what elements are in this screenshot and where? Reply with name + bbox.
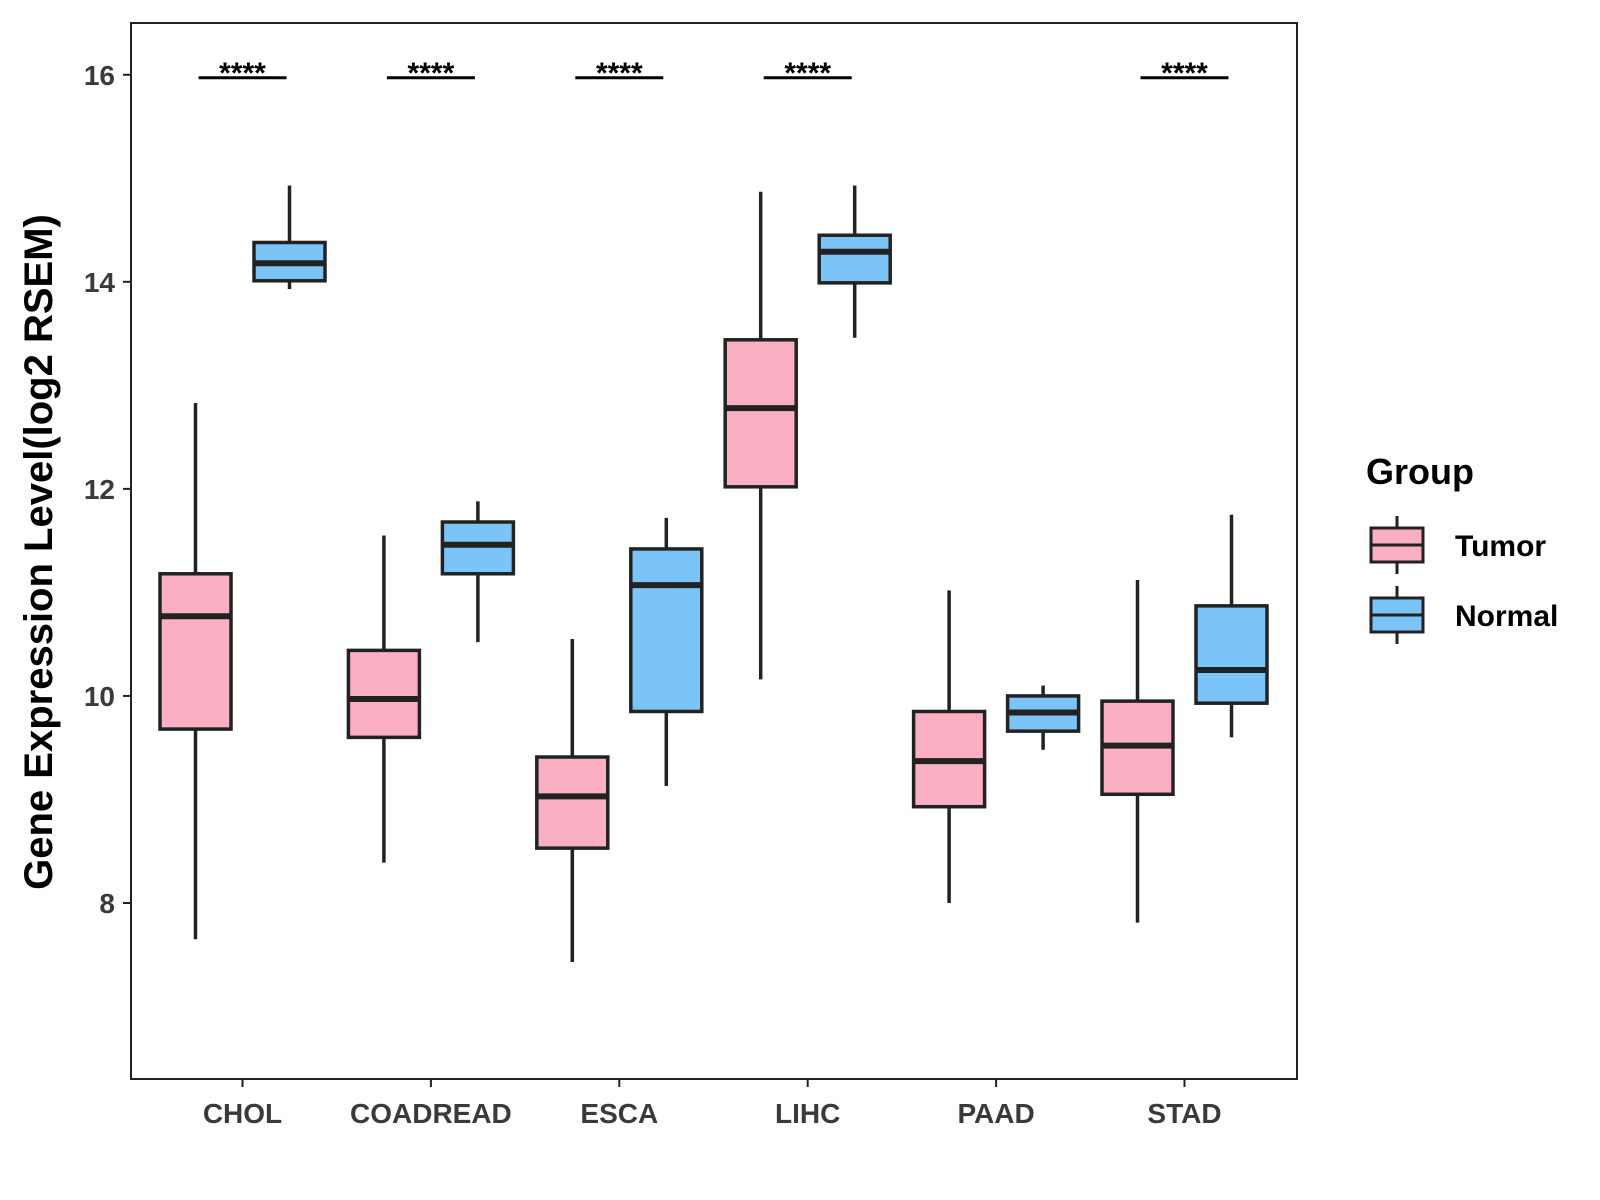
y-tick-label: 12 <box>84 474 115 505</box>
plot-panel <box>130 22 1298 1080</box>
box-normal-lihc <box>817 185 892 338</box>
significance-label: **** <box>219 57 266 90</box>
significance-label: **** <box>784 57 831 90</box>
box-body <box>440 520 516 576</box>
legend-item-normal: Normal <box>1369 586 1558 644</box>
y-tick-label: 8 <box>99 888 115 919</box>
box-body <box>817 233 892 285</box>
legend-label: Tumor <box>1455 530 1546 563</box>
significance-label: **** <box>596 57 643 90</box>
x-tick-label-coadread: COADREAD <box>350 1098 512 1129</box>
y-axis: 8 10 12 14 16 <box>84 60 131 919</box>
legend: Group Tumor Normal <box>1366 451 1558 644</box>
box-body <box>629 547 704 714</box>
box-tumor-lihc <box>723 191 798 680</box>
box-normal-coadread <box>440 501 516 643</box>
y-tick-label: 10 <box>84 681 115 712</box>
significance-lihc: **** <box>763 57 852 90</box>
box-tumor-coadread <box>346 535 422 863</box>
significance-chol: **** <box>198 57 287 90</box>
y-axis-title: Gene Expression Level(log2 RSEM) <box>17 214 61 890</box>
y-tick-label: 16 <box>84 60 115 91</box>
box-normal-esca <box>629 517 704 787</box>
box-normal-chol <box>252 185 327 290</box>
box-body <box>158 572 233 731</box>
significance-stad: **** <box>1140 57 1229 90</box>
box-layer <box>158 185 1269 963</box>
legend-item-tumor: Tumor <box>1369 516 1546 574</box>
box-body <box>346 648 422 740</box>
significance-label: **** <box>408 57 455 90</box>
box-tumor-chol <box>158 402 233 940</box>
legend-items: Tumor Normal <box>1369 516 1558 644</box>
box-body <box>723 338 798 489</box>
significance-layer: **** **** **** **** **** <box>198 57 1229 90</box>
x-tick-label-stad: STAD <box>1147 1098 1221 1129</box>
x-axis: CHOL COADREAD ESCA LIHC PAAD STAD <box>203 1079 1222 1129</box>
box-normal-paad <box>1005 685 1081 750</box>
box-normal-stad <box>1194 514 1269 738</box>
legend-label: Normal <box>1455 600 1558 633</box>
x-tick-label-chol: CHOL <box>203 1098 282 1129</box>
box-tumor-stad <box>1100 579 1175 923</box>
x-tick-label-paad: PAAD <box>957 1098 1034 1129</box>
box-tumor-paad <box>911 590 987 903</box>
box-tumor-esca <box>535 639 610 963</box>
legend-title: Group <box>1366 451 1474 492</box>
x-tick-label-esca: ESCA <box>580 1098 658 1129</box>
box-body <box>1194 604 1269 705</box>
x-tick-label-lihc: LIHC <box>775 1098 840 1129</box>
significance-label: **** <box>1161 57 1208 90</box>
y-tick-label: 14 <box>84 267 116 298</box>
significance-esca: **** <box>575 57 664 90</box>
box-body <box>535 755 610 850</box>
significance-coadread: **** <box>386 57 475 90</box>
